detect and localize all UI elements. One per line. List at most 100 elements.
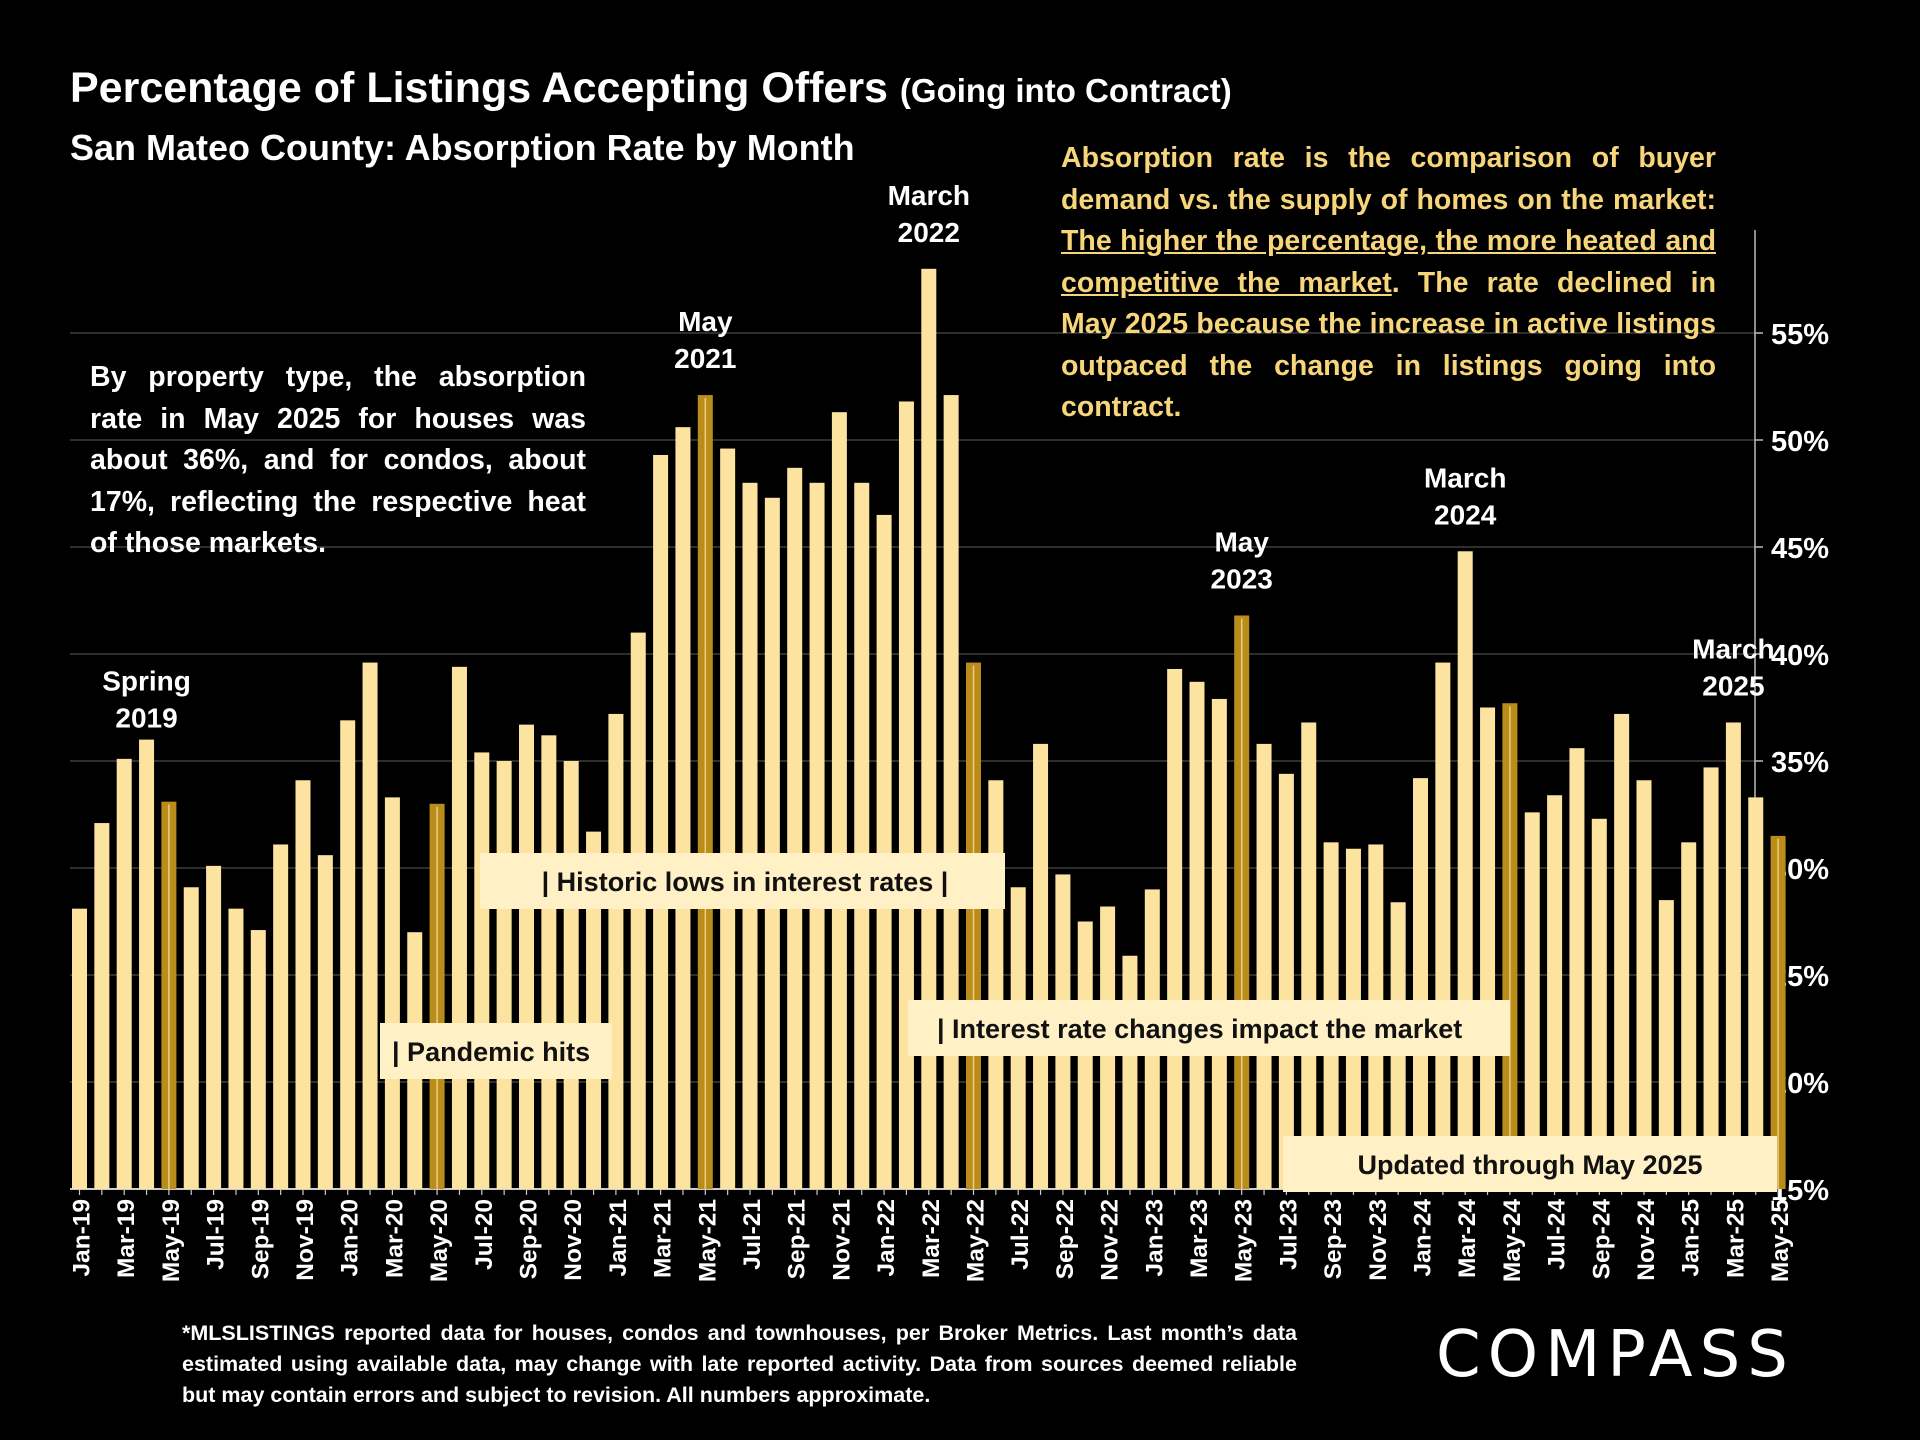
callout-label: | Pandemic hits [392, 1037, 590, 1067]
page-subtitle: San Mateo County: Absorption Rate by Mon… [70, 127, 855, 168]
x-tick-label: Sep-20 [516, 1199, 543, 1279]
x-tick-label: Sep-24 [1588, 1199, 1615, 1280]
bar-mar-25 [1725, 722, 1741, 1189]
bar-jan-22 [876, 514, 892, 1189]
bar-feb-21 [630, 632, 646, 1189]
bar-nov-19 [295, 780, 311, 1189]
bar-aug-23 [1301, 722, 1317, 1189]
bar-jun-23 [1256, 743, 1272, 1189]
definition-emphasis: The higher the percentage, the more heat… [1061, 225, 1716, 299]
annotation-label: 2023 [1211, 563, 1273, 594]
x-tick-label: Jul-23 [1275, 1199, 1302, 1270]
x-tick-label: Mar-21 [650, 1199, 677, 1278]
x-tick-label: Jan-20 [337, 1199, 364, 1277]
bar-apr-22 [943, 395, 959, 1189]
x-tick-label: Mar-24 [1454, 1199, 1481, 1278]
bar-aug-19 [228, 908, 244, 1189]
x-tick-label: Nov-22 [1097, 1199, 1124, 1281]
callout-label: | Interest rate changes impact the marke… [937, 1014, 1462, 1044]
bar-oct-24 [1614, 713, 1630, 1189]
bar-jan-24 [1413, 778, 1428, 1189]
bar-oct-19 [273, 844, 289, 1189]
bar-nov-20 [563, 761, 579, 1189]
bar-jun-21 [720, 448, 736, 1189]
callout-box [380, 1023, 612, 1079]
y-tick-label: 40% [1771, 640, 1829, 672]
annotation-label: March [888, 180, 970, 211]
bar-apr-25 [1748, 797, 1764, 1189]
annotation-label: Spring [102, 666, 191, 697]
bar-mar-23 [1189, 681, 1205, 1189]
bar-jun-22 [988, 780, 1004, 1189]
x-tick-label: May-21 [694, 1199, 721, 1282]
bar-feb-24 [1435, 662, 1451, 1189]
bar-jan-19 [72, 908, 87, 1189]
y-tick-label: 55% [1771, 319, 1829, 351]
x-tick-label: Sep-23 [1320, 1199, 1347, 1279]
bar-jan-20 [340, 720, 356, 1189]
bar-sep-21 [787, 467, 803, 1189]
bar-sep-24 [1591, 818, 1607, 1189]
bar-jun-24 [1524, 812, 1540, 1189]
bar-sep-20 [519, 724, 534, 1189]
annotation-label: 2021 [674, 343, 736, 374]
x-tick-label: Mar-19 [113, 1199, 140, 1278]
definition-text-1: Absorption rate is the comparison of buy… [1061, 142, 1716, 216]
x-tick-label: May-24 [1499, 1199, 1526, 1282]
x-tick-label: Jul-22 [1007, 1199, 1034, 1270]
annotation-label: 2024 [1434, 499, 1497, 530]
bar-jan-25 [1681, 842, 1697, 1189]
x-tick-label: Jul-19 [203, 1199, 230, 1270]
annotation-label: 2019 [115, 703, 177, 734]
bar-jul-24 [1547, 795, 1563, 1189]
bar-nov-21 [831, 412, 847, 1189]
y-tick-label: 50% [1771, 426, 1829, 458]
x-tick-label: Jan-23 [1141, 1199, 1168, 1277]
title-suffix: (Going into Contract) [899, 72, 1232, 109]
bar-aug-20 [496, 761, 512, 1189]
bar-mar-24 [1457, 551, 1473, 1189]
callout-box [1283, 1136, 1777, 1192]
bar-dec-20 [586, 831, 602, 1189]
bar-feb-23 [1167, 668, 1183, 1189]
title-main: Percentage of Listings Accepting Offers [70, 64, 888, 112]
x-tick-label: Mar-23 [1186, 1199, 1213, 1278]
bar-oct-21 [809, 482, 825, 1189]
callout-label: Updated through May 2025 [1357, 1150, 1702, 1180]
x-tick-label: May-23 [1231, 1199, 1258, 1282]
x-tick-label: Mar-22 [918, 1199, 945, 1278]
compass-logo: COMPASS [1436, 1318, 1795, 1392]
x-tick-label: May-22 [963, 1199, 990, 1282]
x-tick-label: May-19 [158, 1199, 185, 1282]
bar-mar-21 [653, 454, 669, 1190]
x-tick-label: Nov-24 [1633, 1199, 1660, 1281]
bar-jan-21 [608, 713, 624, 1189]
annotation-label: March [1424, 462, 1506, 493]
annotation-label: May [678, 306, 733, 337]
x-tick-label: May-20 [426, 1199, 453, 1282]
x-tick-label: Jul-20 [471, 1199, 498, 1270]
definition-note: Absorption rate is the comparison of buy… [1061, 138, 1716, 429]
annotation-label: March [1692, 633, 1774, 664]
bar-mar-19 [116, 758, 132, 1189]
x-tick-label: May-25 [1767, 1199, 1794, 1282]
annotation-label: May [1214, 526, 1269, 557]
x-tick-label: Jan-24 [1410, 1199, 1437, 1277]
bar-jul-19 [206, 865, 222, 1189]
y-tick-label: 35% [1771, 747, 1829, 779]
x-tick-label: Jan-22 [873, 1199, 900, 1277]
bar-mar-22 [921, 268, 937, 1189]
bar-apr-21 [675, 427, 691, 1189]
bar-nov-24 [1636, 780, 1652, 1189]
bar-jul-23 [1278, 773, 1294, 1189]
x-tick-label: Nov-21 [828, 1199, 855, 1281]
bar-aug-21 [764, 497, 780, 1189]
definition-text-2: . The rate declined in May 2025 because … [1061, 266, 1716, 424]
x-tick-label: Jul-24 [1544, 1199, 1571, 1270]
bar-dec-22 [1122, 955, 1138, 1189]
bar-dec-21 [854, 482, 870, 1189]
bar-jun-19 [183, 887, 199, 1189]
bar-apr-24 [1480, 707, 1496, 1189]
bar-feb-25 [1703, 767, 1719, 1189]
x-tick-label: Nov-20 [560, 1199, 587, 1281]
